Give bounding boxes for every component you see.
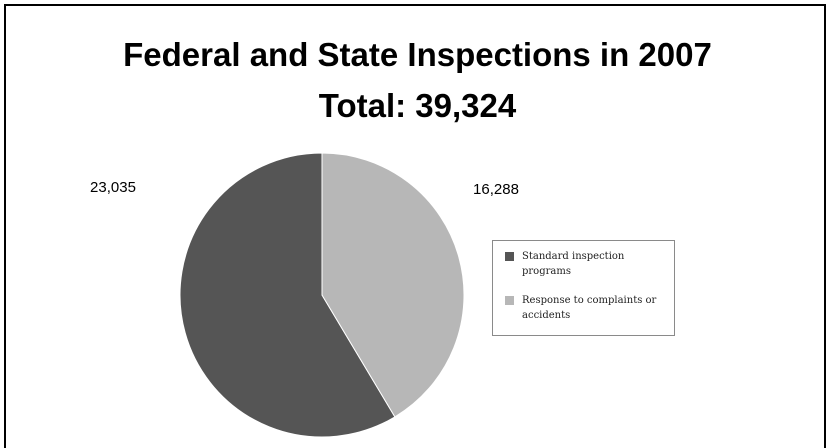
data-label-complaints-accidents: 16,288 [473, 181, 519, 198]
chart-legend: Standard inspection programs Response to… [492, 240, 675, 336]
legend-label-standard-inspection: Standard inspection programs [522, 251, 625, 277]
chart-title: Federal and State Inspections in 2007 [123, 36, 712, 73]
chart-subtitle: Total: 39,324 [318, 87, 517, 124]
legend-swatch-complaints-accidents [505, 296, 514, 305]
legend-swatch-standard-inspection [505, 252, 514, 261]
pie-slice-complaints-accidents [321, 152, 465, 418]
chart-frame [4, 4, 826, 448]
data-label-standard-inspection: 23,035 [90, 179, 136, 196]
legend-label-complaints-accidents: Response to complaints or accidents [522, 295, 657, 321]
pie-slice-standard-inspection [179, 152, 396, 438]
